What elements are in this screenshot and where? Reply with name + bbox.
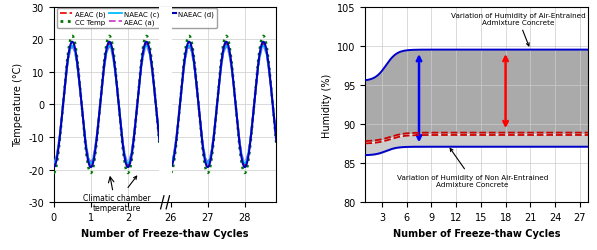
Text: Variation of Humidity of Non Air-Entrained
Admixture Concrete: Variation of Humidity of Non Air-Entrain…: [397, 149, 548, 187]
X-axis label: Number of Freeze-thaw Cycles: Number of Freeze-thaw Cycles: [81, 228, 249, 238]
X-axis label: Number of Freeze-thaw Cycles: Number of Freeze-thaw Cycles: [393, 228, 561, 238]
Y-axis label: Humidity (%): Humidity (%): [322, 73, 332, 137]
Legend: AEAC (b), CC Temp, NAEAC (c), AEAC (a), NAEAC (d): AEAC (b), CC Temp, NAEAC (c), AEAC (a), …: [57, 9, 217, 29]
Y-axis label: Temperature (°C): Temperature (°C): [13, 63, 23, 147]
Text: Variation of Humidity of Air-Entrained
Admixture Concrete: Variation of Humidity of Air-Entrained A…: [451, 13, 585, 47]
Text: Climatic chamber
temperature: Climatic chamber temperature: [83, 176, 150, 212]
